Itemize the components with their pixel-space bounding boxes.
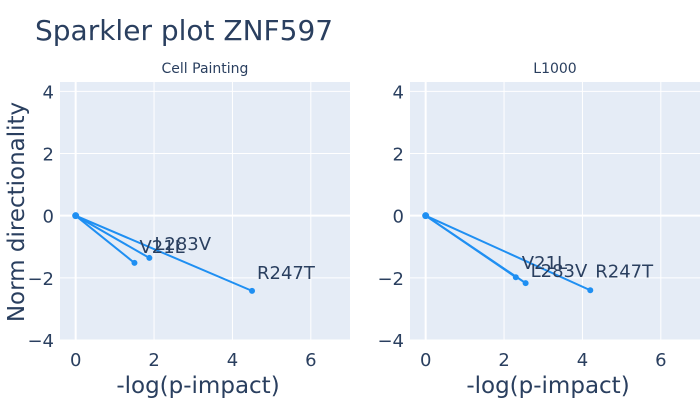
subplot-title: Cell Painting: [162, 61, 249, 77]
x-axis-label: -log(p-impact): [466, 373, 629, 399]
figure-title: Sparkler plot ZNF597: [35, 14, 333, 47]
y-tick-label: −2: [27, 269, 54, 290]
data-point: [146, 254, 153, 261]
data-point: [512, 274, 519, 281]
sparkler-line: [75, 214, 253, 292]
series: [422, 212, 594, 294]
data-point: [522, 280, 529, 287]
data-label: R247T: [595, 261, 654, 282]
x-tick-label: 2: [148, 350, 159, 371]
plot-area: [60, 82, 350, 340]
data-label: L283V: [154, 234, 211, 255]
y-tick-label: 4: [43, 82, 54, 103]
series: [72, 212, 256, 294]
x-axis-label: -log(p-impact): [116, 373, 279, 399]
y-tick-label: 2: [393, 144, 404, 165]
y-tick-label: 0: [393, 207, 404, 228]
x-tick-label: 6: [305, 350, 316, 371]
x-tick-label: 4: [577, 350, 588, 371]
y-tick-label: −4: [377, 331, 404, 352]
data-point: [249, 287, 256, 294]
data-point: [131, 259, 138, 266]
x-tick-label: 6: [655, 350, 666, 371]
data-label: R247T: [257, 263, 316, 284]
origin-point: [72, 212, 80, 220]
data-label: V21L: [522, 253, 567, 274]
sparkler-line: [75, 214, 150, 259]
data-label: V21L: [139, 237, 184, 258]
data-label: L283V: [531, 261, 588, 282]
y-tick-label: 0: [43, 207, 54, 228]
y-tick-label: −2: [377, 269, 404, 290]
sparkler-line: [425, 214, 527, 284]
x-tick-label: 0: [70, 350, 81, 371]
data-point: [587, 287, 594, 294]
subplot-title: L1000: [533, 61, 576, 77]
y-tick-label: 4: [393, 82, 404, 103]
x-tick-label: 2: [498, 350, 509, 371]
sparkler-line: [75, 214, 136, 264]
y-axis-label: Norm directionality: [4, 102, 30, 322]
sparkler-line: [425, 214, 591, 292]
x-tick-label: 0: [420, 350, 431, 371]
y-tick-label: 2: [43, 144, 54, 165]
subplot-1: 0 2 4 6 −4 −2 0 2 4 Cell Painting -log(p-impact) V2…: [27, 61, 350, 399]
plot-area: [410, 82, 700, 340]
y-tick-label: −4: [27, 331, 54, 352]
x-tick-label: 4: [227, 350, 238, 371]
origin-point: [422, 212, 430, 220]
